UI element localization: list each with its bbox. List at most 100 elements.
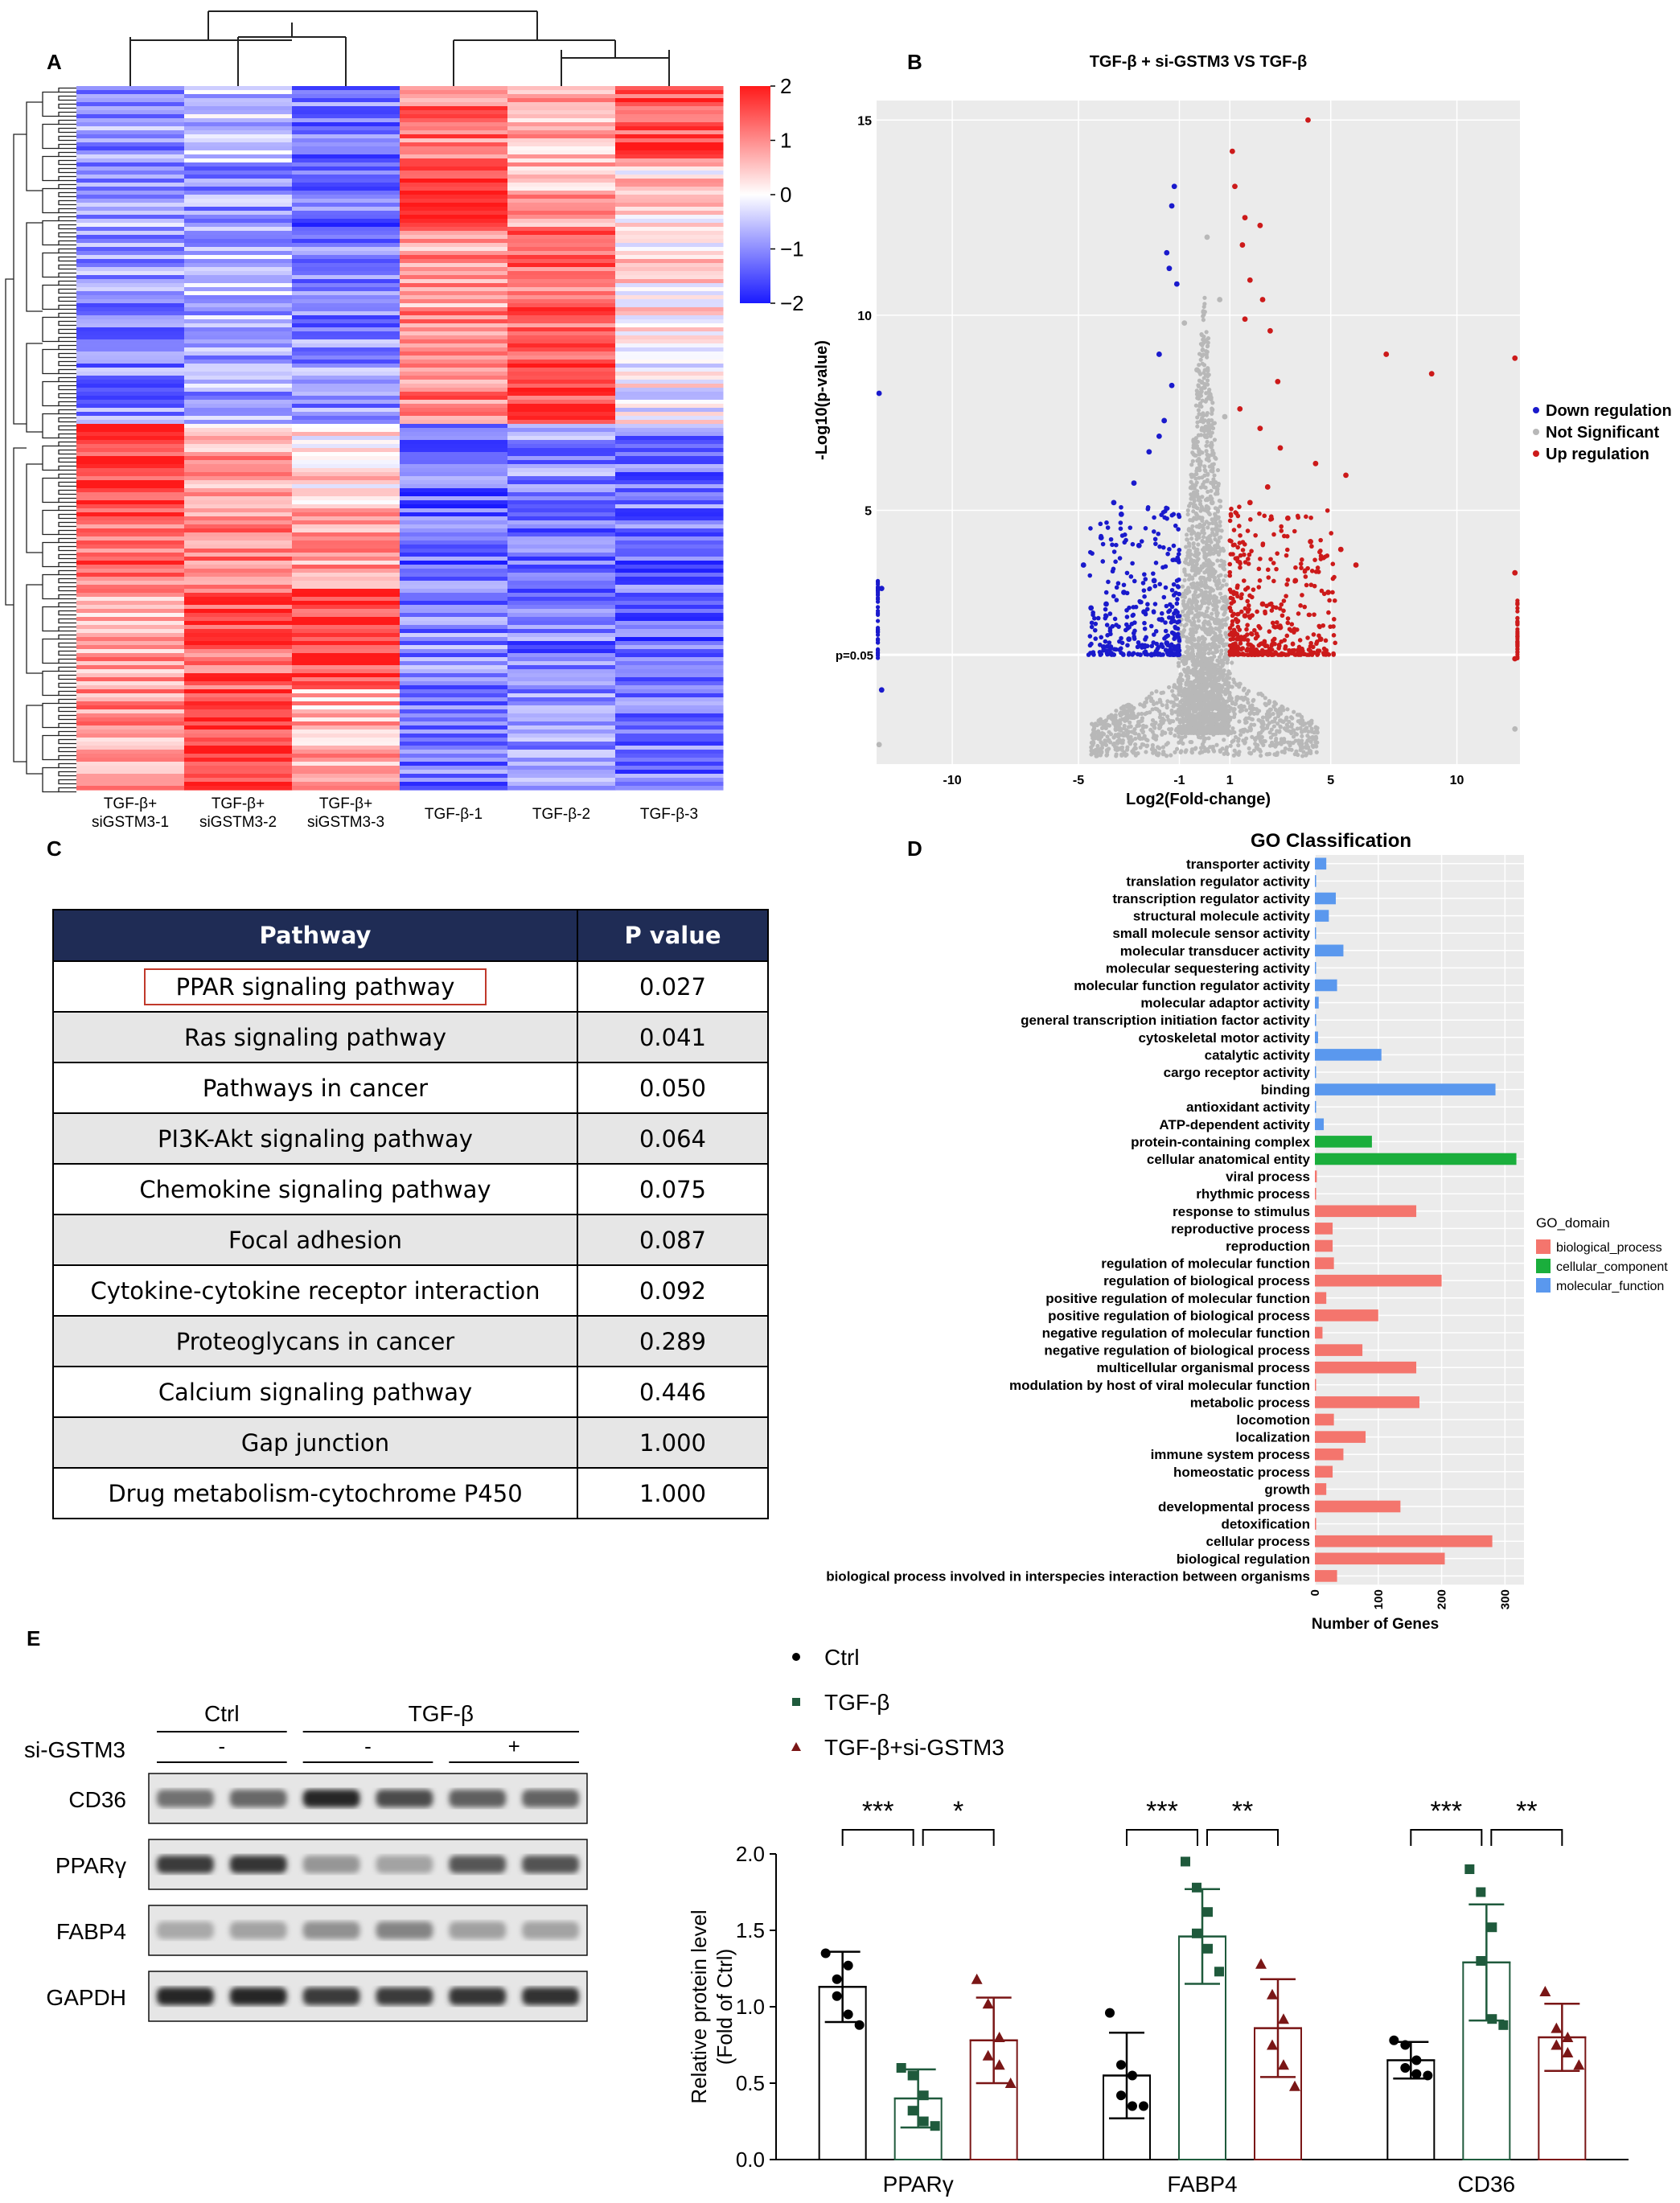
heatmap-cell [400, 432, 508, 437]
not-significant-point [1249, 709, 1254, 714]
not-significant-point [1260, 715, 1266, 720]
heatmap-cell [615, 717, 724, 722]
heatmap-cell [292, 725, 400, 730]
heatmap-cell [615, 605, 724, 610]
not-significant-point [1219, 637, 1224, 642]
not-significant-point [1199, 516, 1204, 520]
heatmap-cell [292, 637, 400, 642]
not-significant-point [1230, 701, 1234, 706]
up-regulation-point [1247, 614, 1252, 619]
heatmap-cell [292, 319, 400, 324]
not-significant-point [1201, 420, 1206, 425]
not-significant-point [1211, 640, 1216, 645]
not-significant-point [1096, 718, 1101, 724]
heatmap-cell [400, 287, 508, 292]
not-significant-point [1103, 719, 1107, 724]
heatmap-cell [184, 150, 293, 155]
heatmap-cell [507, 754, 616, 758]
heatmap-cell [615, 376, 724, 380]
down-regulation-point [1093, 636, 1099, 641]
not-significant-point [1296, 713, 1301, 717]
heatmap-cell [292, 762, 400, 767]
not-significant-point [1218, 633, 1223, 639]
down-regulation-point [875, 627, 881, 632]
up-regulation-point [1515, 606, 1520, 610]
not-significant-point [1217, 655, 1222, 660]
up-regulation-point [1515, 616, 1520, 621]
heatmap-cell [400, 404, 508, 409]
not-significant-point [1215, 487, 1220, 491]
heatmap-cell [184, 746, 293, 750]
volcano-point [878, 586, 885, 592]
not-significant-point [1207, 426, 1212, 431]
not-significant-point [1111, 735, 1116, 740]
heatmap-cell [507, 255, 616, 260]
down-regulation-point [1103, 613, 1108, 618]
down-regulation-point [1151, 610, 1156, 614]
not-significant-point [1131, 713, 1136, 717]
down-regulation-point [1132, 578, 1137, 584]
not-significant-point [1176, 687, 1181, 692]
down-regulation-point [1098, 651, 1103, 657]
not-significant-point [1206, 651, 1211, 656]
up-regulation-point [1303, 574, 1308, 579]
down-regulation-point [1089, 620, 1095, 626]
heatmap-cell [615, 520, 724, 525]
not-significant-point [1182, 613, 1188, 618]
not-significant-point [1151, 750, 1156, 755]
heatmap-cell [507, 569, 616, 573]
heatmap-cell [292, 251, 400, 256]
up-regulation-point [1253, 532, 1258, 538]
not-significant-point [1210, 611, 1214, 616]
heatmap-cell [615, 528, 724, 533]
heatmap-cell [400, 239, 508, 244]
not-significant-point [1197, 403, 1202, 408]
not-significant-point [1193, 483, 1198, 487]
up-regulation-point [1235, 545, 1240, 550]
heatmap-cell [615, 339, 724, 344]
heatmap-cell [76, 372, 185, 376]
up-regulation-point [1290, 641, 1296, 647]
heatmap-cell [184, 267, 293, 272]
heatmap-cell [400, 223, 508, 228]
not-significant-point [1300, 738, 1304, 743]
heatmap-cell [292, 750, 400, 754]
not-significant-point [1288, 743, 1292, 748]
heatmap-cell [507, 565, 616, 569]
up-regulation-point [1269, 643, 1274, 648]
heatmap-cell [184, 782, 293, 787]
heatmap-cell [184, 291, 293, 296]
up-regulation-point [1308, 515, 1313, 520]
not-significant-point [1225, 601, 1230, 606]
heatmap-cell [400, 299, 508, 304]
heatmap-cell [400, 150, 508, 155]
down-regulation-point [1163, 564, 1169, 569]
not-significant-point [1274, 736, 1279, 742]
heatmap-cell [292, 480, 400, 485]
heatmap-cell [76, 589, 185, 594]
not-significant-point [1128, 720, 1132, 725]
not-significant-point [1192, 486, 1197, 491]
down-regulation-point [1142, 594, 1147, 599]
heatmap-cell [292, 705, 400, 710]
up-regulation-point [1300, 557, 1304, 562]
up-regulation-point [1296, 650, 1300, 656]
heatmap-cell [76, 255, 185, 260]
volcano-point [1166, 265, 1173, 272]
heatmap-cell [76, 436, 185, 441]
not-significant-point [1182, 577, 1187, 582]
not-significant-point [1215, 627, 1220, 631]
heatmap-cell [400, 267, 508, 272]
heatmap-cell [292, 380, 400, 384]
up-regulation-point [1282, 638, 1288, 643]
volcano-point [1214, 582, 1220, 588]
not-significant-point [1207, 387, 1212, 393]
dendrogram-leaf [58, 393, 76, 399]
heatmap-cell [292, 364, 400, 368]
heatmap-cell [400, 605, 508, 610]
not-significant-point [1192, 516, 1197, 520]
dendrogram-branch [13, 134, 27, 425]
not-significant-point [1196, 566, 1201, 571]
down-regulation-point [875, 605, 881, 610]
heatmap-cell [615, 343, 724, 348]
